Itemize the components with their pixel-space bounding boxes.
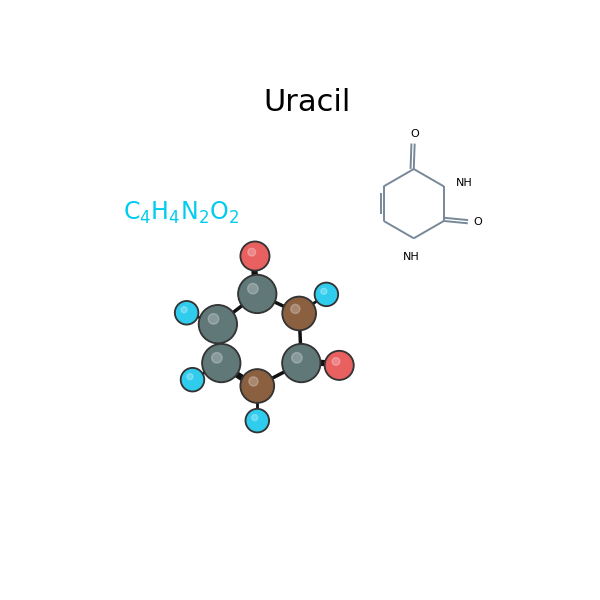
- Circle shape: [242, 371, 272, 401]
- Circle shape: [200, 307, 235, 342]
- Circle shape: [248, 248, 256, 256]
- Circle shape: [181, 307, 187, 313]
- Text: NH: NH: [403, 252, 420, 262]
- Circle shape: [249, 377, 258, 386]
- Circle shape: [247, 410, 268, 431]
- Circle shape: [321, 288, 327, 295]
- Circle shape: [181, 368, 205, 392]
- Text: O: O: [410, 130, 419, 139]
- Circle shape: [314, 283, 338, 307]
- Circle shape: [240, 241, 270, 271]
- Circle shape: [182, 370, 203, 390]
- Circle shape: [175, 301, 199, 325]
- Circle shape: [187, 374, 193, 380]
- Circle shape: [240, 277, 275, 311]
- Circle shape: [208, 314, 219, 324]
- Circle shape: [242, 243, 268, 269]
- Circle shape: [204, 346, 239, 380]
- Circle shape: [284, 346, 319, 380]
- Circle shape: [326, 352, 352, 379]
- Circle shape: [325, 350, 354, 380]
- Circle shape: [251, 415, 258, 421]
- Circle shape: [199, 305, 237, 344]
- Circle shape: [284, 298, 314, 329]
- Circle shape: [316, 284, 337, 305]
- Text: NH: NH: [456, 178, 473, 188]
- Circle shape: [332, 358, 340, 365]
- Circle shape: [291, 304, 300, 313]
- Circle shape: [240, 369, 274, 403]
- Circle shape: [238, 275, 277, 313]
- Circle shape: [212, 353, 222, 363]
- Circle shape: [282, 296, 316, 331]
- Text: O: O: [473, 217, 482, 227]
- Circle shape: [245, 409, 269, 433]
- Text: Uracil: Uracil: [264, 88, 351, 116]
- Circle shape: [282, 344, 321, 382]
- Circle shape: [248, 283, 258, 294]
- Circle shape: [176, 302, 197, 323]
- Text: $\mathregular{C_4H_4N_2O_2}$: $\mathregular{C_4H_4N_2O_2}$: [123, 200, 239, 226]
- Circle shape: [292, 353, 302, 363]
- Circle shape: [202, 344, 241, 382]
